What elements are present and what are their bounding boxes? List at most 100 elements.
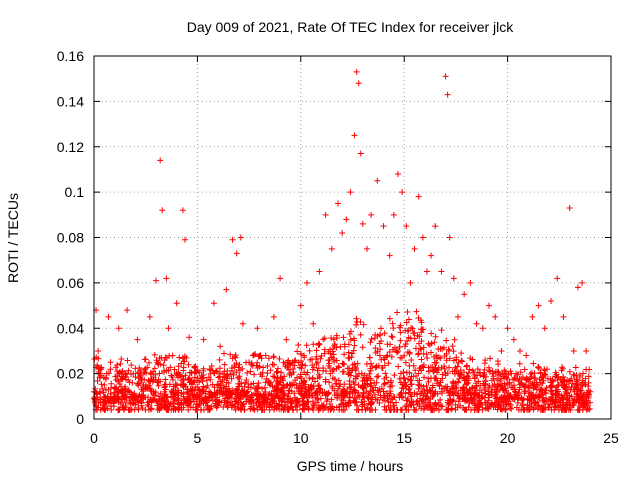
roti-point	[321, 405, 328, 412]
roti-point	[283, 336, 290, 343]
roti-point	[278, 403, 285, 410]
roti-point	[98, 364, 105, 371]
roti-point	[535, 302, 542, 309]
roti-point	[273, 369, 280, 376]
roti-point	[247, 405, 254, 412]
roti-point	[397, 322, 404, 329]
roti-point	[137, 373, 144, 380]
roti-point	[340, 386, 347, 393]
roti-point	[563, 390, 570, 397]
roti-point	[186, 334, 193, 341]
roti-point	[406, 349, 413, 356]
roti-point	[513, 370, 520, 377]
roti-point	[406, 369, 413, 376]
roti-point	[145, 403, 152, 410]
roti-point	[328, 334, 335, 341]
roti-point	[97, 390, 104, 397]
roti-point	[382, 370, 389, 377]
roti-point	[450, 397, 457, 404]
roti-point	[113, 377, 120, 384]
roti-point	[421, 405, 428, 412]
roti-point	[198, 373, 205, 380]
x-tick-label: 20	[500, 430, 516, 446]
roti-point	[455, 390, 462, 397]
roti-point	[463, 397, 470, 404]
roti-point	[119, 375, 126, 382]
y-tick-label: 0.1	[65, 184, 85, 200]
roti-point	[331, 392, 338, 399]
roti-point	[326, 365, 333, 372]
roti-point	[94, 362, 101, 369]
roti-point	[488, 399, 495, 406]
roti-point	[524, 404, 531, 411]
roti-point	[399, 394, 406, 401]
roti-point	[221, 384, 228, 391]
roti-point	[353, 321, 360, 328]
roti-point	[469, 356, 476, 363]
roti-point	[570, 347, 577, 354]
roti-point	[494, 376, 501, 383]
roti-point	[425, 375, 432, 382]
roti-point	[368, 211, 375, 218]
roti-point	[445, 402, 452, 409]
roti-point	[374, 177, 381, 184]
roti-point	[476, 397, 483, 404]
roti-point	[151, 365, 158, 372]
roti-point	[434, 390, 441, 397]
roti-point	[342, 401, 349, 408]
roti-point	[393, 399, 400, 406]
roti-point	[375, 373, 382, 380]
roti-point	[457, 402, 464, 409]
roti-point	[381, 392, 388, 399]
roti-point	[295, 341, 302, 348]
roti-point	[535, 364, 542, 371]
roti-point	[110, 400, 117, 407]
roti-point	[583, 366, 590, 373]
roti-point	[142, 356, 149, 363]
roti-point	[396, 343, 403, 350]
roti-point	[220, 371, 227, 378]
roti-point	[368, 335, 375, 342]
roti-point	[100, 374, 107, 381]
roti-point	[105, 313, 112, 320]
roti-point	[229, 236, 236, 243]
roti-point	[322, 378, 329, 385]
roti-point	[397, 379, 404, 386]
roti-point	[339, 360, 346, 367]
roti-point	[203, 377, 210, 384]
roti-point	[384, 341, 391, 348]
roti-point	[323, 398, 330, 405]
roti-point	[541, 406, 548, 413]
roti-point	[345, 355, 352, 362]
roti-point	[487, 355, 494, 362]
roti-point	[498, 347, 505, 354]
roti-point	[531, 399, 538, 406]
roti-point	[330, 351, 337, 358]
roti-point	[420, 392, 427, 399]
roti-point	[579, 370, 586, 377]
roti-point	[508, 384, 515, 391]
roti-point	[402, 403, 409, 410]
roti-point	[554, 275, 561, 282]
roti-point	[435, 406, 442, 413]
roti-point	[571, 399, 578, 406]
roti-point	[424, 386, 431, 393]
roti-point	[198, 398, 205, 405]
roti-point	[431, 353, 438, 360]
roti-point	[553, 371, 560, 378]
roti-point	[181, 381, 188, 388]
roti-point	[554, 388, 561, 395]
roti-point	[360, 390, 367, 397]
roti-point	[555, 406, 562, 413]
roti-point	[302, 362, 309, 369]
roti-point	[267, 379, 274, 386]
roti-point	[472, 402, 479, 409]
roti-point	[135, 393, 142, 400]
roti-point	[570, 402, 577, 409]
roti-point	[339, 229, 346, 236]
roti-point	[257, 404, 264, 411]
roti-point	[477, 399, 484, 406]
roti-point	[221, 361, 228, 368]
roti-point	[341, 343, 348, 350]
roti-point	[187, 386, 194, 393]
